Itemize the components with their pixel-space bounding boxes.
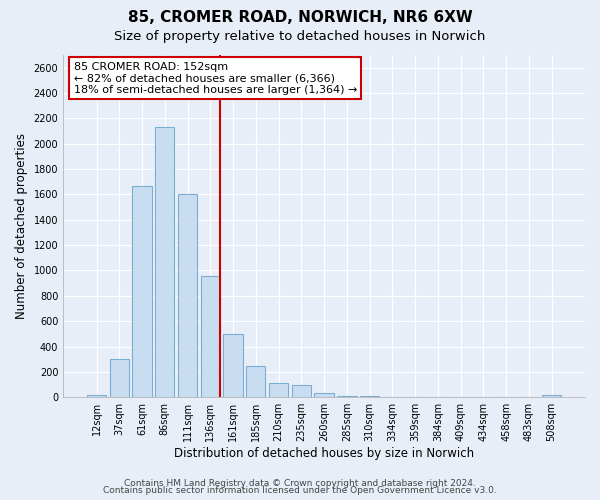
- Bar: [246, 366, 265, 397]
- Bar: [155, 127, 175, 397]
- Bar: [133, 186, 152, 397]
- Bar: [223, 334, 243, 397]
- Bar: [292, 385, 311, 397]
- Bar: [87, 394, 106, 397]
- X-axis label: Distribution of detached houses by size in Norwich: Distribution of detached houses by size …: [174, 447, 474, 460]
- Bar: [542, 396, 561, 397]
- Bar: [383, 396, 402, 397]
- Y-axis label: Number of detached properties: Number of detached properties: [15, 133, 28, 319]
- Bar: [178, 194, 197, 397]
- Bar: [110, 359, 129, 397]
- Text: 85 CROMER ROAD: 152sqm
← 82% of detached houses are smaller (6,366)
18% of semi-: 85 CROMER ROAD: 152sqm ← 82% of detached…: [74, 62, 357, 95]
- Text: Size of property relative to detached houses in Norwich: Size of property relative to detached ho…: [115, 30, 485, 43]
- Bar: [200, 276, 220, 397]
- Bar: [360, 396, 379, 397]
- Text: Contains public sector information licensed under the Open Government Licence v3: Contains public sector information licen…: [103, 486, 497, 495]
- Bar: [337, 396, 356, 397]
- Bar: [269, 382, 288, 397]
- Text: 85, CROMER ROAD, NORWICH, NR6 6XW: 85, CROMER ROAD, NORWICH, NR6 6XW: [128, 10, 472, 25]
- Text: Contains HM Land Registry data © Crown copyright and database right 2024.: Contains HM Land Registry data © Crown c…: [124, 478, 476, 488]
- Bar: [314, 394, 334, 397]
